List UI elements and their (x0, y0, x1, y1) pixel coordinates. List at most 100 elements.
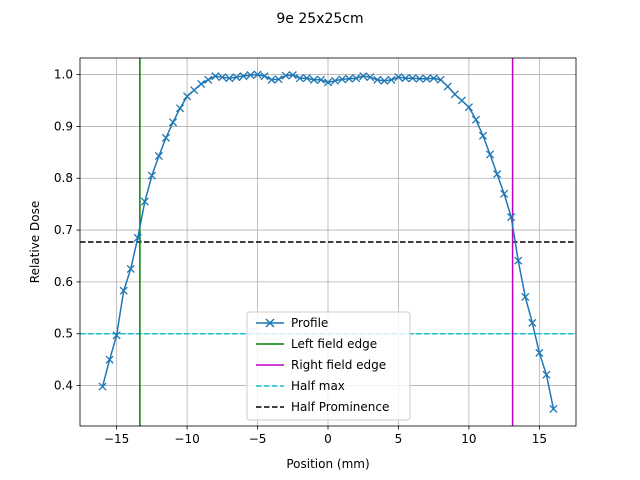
y-axis-ticks: 0.4 0.5 0.6 0.7 0.8 0.9 1.0 (54, 68, 80, 393)
profile-point (183, 92, 192, 101)
profile-point (260, 72, 269, 81)
profile-point (542, 370, 551, 379)
profile-point (302, 74, 311, 83)
profile-point (253, 70, 262, 79)
x-tick-label: −5 (249, 432, 267, 446)
profile-point (457, 96, 466, 105)
profile-series (98, 70, 558, 413)
profile-point (295, 74, 304, 83)
profile-point (168, 118, 178, 127)
legend-box (246, 311, 411, 421)
profile-point (408, 74, 417, 83)
profile-point (119, 286, 128, 295)
profile-point (464, 103, 473, 112)
profile-point (140, 197, 149, 206)
profile-point (373, 75, 382, 84)
profile-point (415, 74, 424, 83)
y-tick-label: 0.8 (54, 171, 73, 185)
profile-point (232, 73, 241, 82)
legend-entry-profile: Profile (256, 316, 328, 330)
profile-point (338, 75, 347, 84)
x-tick-label: −15 (104, 432, 129, 446)
profile-point (535, 348, 544, 357)
profile-point (175, 104, 185, 113)
profile-point (387, 75, 396, 84)
legend-label-right-field-edge: Right field edge (291, 358, 386, 372)
profile-point (485, 150, 495, 159)
legend-label-profile: Profile (291, 316, 328, 330)
profile-point (309, 75, 318, 84)
y-tick-label: 0.5 (54, 327, 73, 341)
profile-point (359, 72, 368, 81)
x-tick-label: 5 (395, 432, 403, 446)
legend-label-half-prominence: Half Prominence (291, 400, 389, 414)
profile-point (204, 75, 213, 84)
profile-point (528, 318, 537, 327)
profile-point (288, 71, 297, 80)
profile-point (323, 78, 333, 87)
profile-point (493, 170, 502, 179)
profile-point (401, 74, 410, 83)
profile-point (394, 73, 403, 82)
profile-point (500, 189, 509, 198)
profile-point (436, 75, 445, 84)
profile-point (161, 133, 171, 142)
profile-point (429, 74, 438, 83)
profile-point (98, 382, 107, 391)
profile-point (443, 82, 452, 91)
profile-point (549, 404, 558, 413)
profile-point (514, 256, 523, 265)
chart-title: 9e 25x25cm (276, 11, 363, 27)
vertical-field-edge-lines (139, 58, 514, 426)
x-tick-label: 0 (324, 432, 332, 446)
legend-entry-half-prominence: Half Prominence (256, 400, 389, 414)
x-axis-ticks: −15 −10 −5 0 5 10 15 (104, 426, 547, 446)
profile-point (366, 73, 375, 82)
y-tick-label: 0.6 (54, 275, 73, 289)
legend-label-left-field-edge: Left field edge (291, 337, 377, 351)
profile-point (521, 292, 530, 302)
legend: Profile Left field edge Right field edge… (246, 311, 411, 421)
x-tick-label: −10 (174, 432, 199, 446)
legend-entry-right-field-edge: Right field edge (256, 358, 386, 372)
profile-point (225, 74, 234, 83)
profile-point (105, 355, 114, 364)
profile-point (380, 76, 389, 85)
y-tick-label: 0.9 (54, 119, 73, 133)
y-axis-label: Relative Dose (28, 201, 42, 283)
profile-point (471, 115, 481, 124)
x-tick-label: 10 (461, 432, 476, 446)
profile-point (316, 75, 326, 84)
legend-entry-left-field-edge: Left field edge (256, 337, 377, 351)
profile-point (197, 79, 206, 88)
profile-point (281, 71, 290, 80)
profile-point (112, 331, 121, 340)
profile-point (267, 75, 276, 84)
profile-point (274, 75, 283, 84)
y-tick-label: 1.0 (54, 68, 73, 82)
profile-point (352, 74, 361, 83)
profile-point (190, 86, 199, 95)
profile-point (126, 264, 135, 274)
profile-point (330, 76, 340, 85)
profile-point (154, 151, 163, 161)
profile-point (147, 171, 156, 180)
x-axis-label: Position (mm) (286, 457, 369, 471)
y-tick-label: 0.4 (54, 379, 73, 393)
profile-point (478, 131, 488, 140)
profile-point (133, 233, 142, 242)
legend-label-half-max: Half max (291, 379, 345, 393)
profile-point (239, 72, 248, 81)
profile-point (345, 74, 354, 83)
profile-point (450, 90, 459, 99)
profile-point (218, 73, 227, 82)
x-tick-label: 15 (532, 432, 547, 446)
y-tick-label: 0.7 (54, 223, 73, 237)
legend-profile-x-marker-icon (265, 318, 275, 328)
profile-point (246, 71, 255, 80)
legend-entry-half-max: Half max (256, 379, 345, 393)
profile-point (211, 72, 220, 81)
profile-point (507, 213, 516, 222)
profile-point (422, 74, 431, 83)
